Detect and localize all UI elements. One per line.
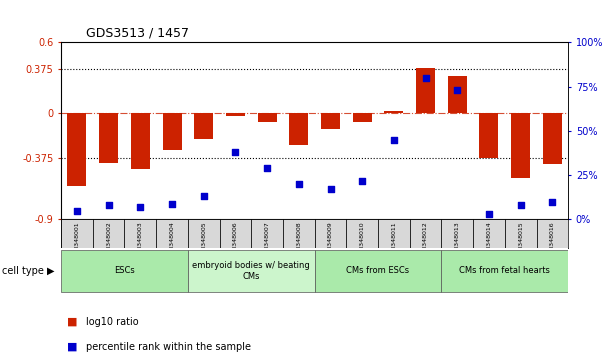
Point <box>421 75 431 81</box>
Point <box>167 201 177 206</box>
Point <box>104 202 114 208</box>
Bar <box>473 219 505 248</box>
Bar <box>194 113 213 139</box>
Bar <box>384 111 403 113</box>
Text: GSM348006: GSM348006 <box>233 221 238 258</box>
Text: GSM348012: GSM348012 <box>423 221 428 259</box>
Text: GSM348003: GSM348003 <box>138 221 143 259</box>
Bar <box>511 113 530 178</box>
Bar <box>251 219 283 248</box>
Point <box>484 211 494 217</box>
Bar <box>125 219 156 248</box>
Bar <box>163 113 181 150</box>
Text: GSM348011: GSM348011 <box>392 221 397 258</box>
Point <box>326 187 335 192</box>
Bar <box>441 219 473 248</box>
Text: log10 ratio: log10 ratio <box>86 317 138 327</box>
Bar <box>536 219 568 248</box>
Point <box>199 194 208 199</box>
Text: GSM348002: GSM348002 <box>106 221 111 259</box>
Text: CMs from fetal hearts: CMs from fetal hearts <box>459 266 551 275</box>
Bar <box>67 113 87 187</box>
Bar <box>346 219 378 248</box>
Text: ■: ■ <box>67 342 78 352</box>
Text: ESCs: ESCs <box>114 266 135 275</box>
Bar <box>416 68 435 113</box>
Point <box>452 87 462 93</box>
Bar <box>315 250 441 292</box>
Bar <box>410 219 441 248</box>
Bar <box>543 113 562 164</box>
Text: GSM348009: GSM348009 <box>328 221 333 259</box>
Bar <box>156 219 188 248</box>
Bar <box>131 113 150 169</box>
Bar <box>290 113 309 145</box>
Text: CMs from ESCs: CMs from ESCs <box>346 266 409 275</box>
Point <box>136 204 145 210</box>
Bar <box>315 219 346 248</box>
Bar <box>226 113 245 116</box>
Text: cell type ▶: cell type ▶ <box>2 266 55 276</box>
Text: GSM348001: GSM348001 <box>75 221 79 258</box>
Point <box>389 137 399 143</box>
Text: GSM348015: GSM348015 <box>518 221 523 258</box>
Bar <box>480 113 499 158</box>
Bar <box>353 113 371 121</box>
Text: GSM348010: GSM348010 <box>360 221 365 258</box>
Text: GDS3513 / 1457: GDS3513 / 1457 <box>87 27 189 40</box>
Text: GSM348004: GSM348004 <box>169 221 175 259</box>
Text: percentile rank within the sample: percentile rank within the sample <box>86 342 251 352</box>
Point <box>547 199 557 205</box>
Text: embryoid bodies w/ beating
CMs: embryoid bodies w/ beating CMs <box>192 261 310 280</box>
Bar <box>441 250 568 292</box>
Text: GSM348007: GSM348007 <box>265 221 269 259</box>
Bar <box>188 219 219 248</box>
Bar <box>321 113 340 129</box>
Text: GSM348016: GSM348016 <box>550 221 555 258</box>
Bar <box>505 219 536 248</box>
Point <box>516 202 525 208</box>
Bar <box>61 219 93 248</box>
Bar <box>188 250 315 292</box>
Bar <box>93 219 125 248</box>
Text: GSM348005: GSM348005 <box>201 221 207 258</box>
Point <box>294 181 304 187</box>
Point <box>72 208 82 213</box>
Text: GSM348013: GSM348013 <box>455 221 460 259</box>
Text: ■: ■ <box>67 317 78 327</box>
Point <box>230 149 240 155</box>
Bar <box>99 113 118 163</box>
Bar <box>378 219 410 248</box>
Text: GSM348014: GSM348014 <box>486 221 491 259</box>
Bar <box>448 75 467 113</box>
Point <box>357 178 367 183</box>
Point <box>262 165 272 171</box>
Bar <box>258 113 277 121</box>
Bar <box>61 250 188 292</box>
Bar <box>283 219 315 248</box>
Bar <box>219 219 251 248</box>
Text: GSM348008: GSM348008 <box>296 221 301 258</box>
